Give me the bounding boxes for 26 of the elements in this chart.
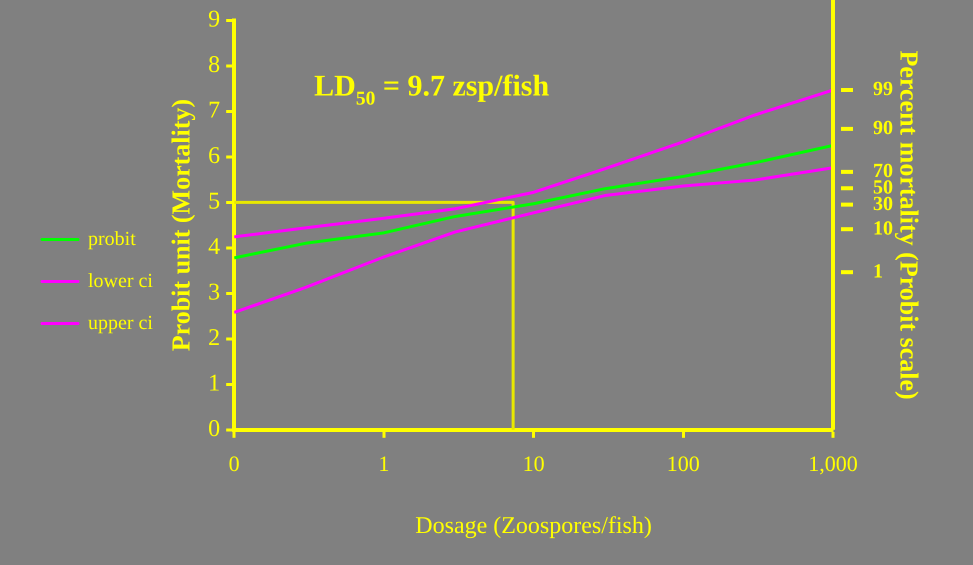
legend-label: probit <box>88 228 136 250</box>
y-tick-label: 7 <box>208 98 220 124</box>
y-tick-label: 2 <box>208 325 220 352</box>
x-axis-title: Dosage (Zoospores/fish) <box>415 512 652 539</box>
x-tick-label: 1 <box>378 450 390 476</box>
y-tick-label: 0 <box>208 416 220 442</box>
y-axis-title: Probit unit (Mortality) <box>166 98 196 352</box>
y-tick-label: 9 <box>208 6 220 33</box>
y-tick-label: 3 <box>208 280 220 306</box>
y-tick-label: 6 <box>208 143 220 170</box>
text: 10 <box>873 217 893 240</box>
y-tick-label: 8 <box>208 52 220 78</box>
y-tick-label: 5 <box>208 188 220 215</box>
y-tick-label: 4 <box>208 234 220 260</box>
legend-label: lower ci <box>88 270 154 292</box>
x-tick-label: 1,000 <box>808 450 858 476</box>
legend-label: upper ci <box>88 312 154 334</box>
x-tick-label: 10 <box>522 450 545 476</box>
text: 90 <box>873 117 893 140</box>
text: 1 <box>873 260 883 282</box>
text: 99 <box>873 78 893 100</box>
y2-axis-title: Percent mortality (Probit scale) <box>894 50 924 400</box>
x-tick-label: 0 <box>228 450 240 476</box>
x-tick-label: 100 <box>666 450 700 476</box>
text: 30 <box>873 192 893 215</box>
y-tick-label: 1 <box>208 370 220 397</box>
